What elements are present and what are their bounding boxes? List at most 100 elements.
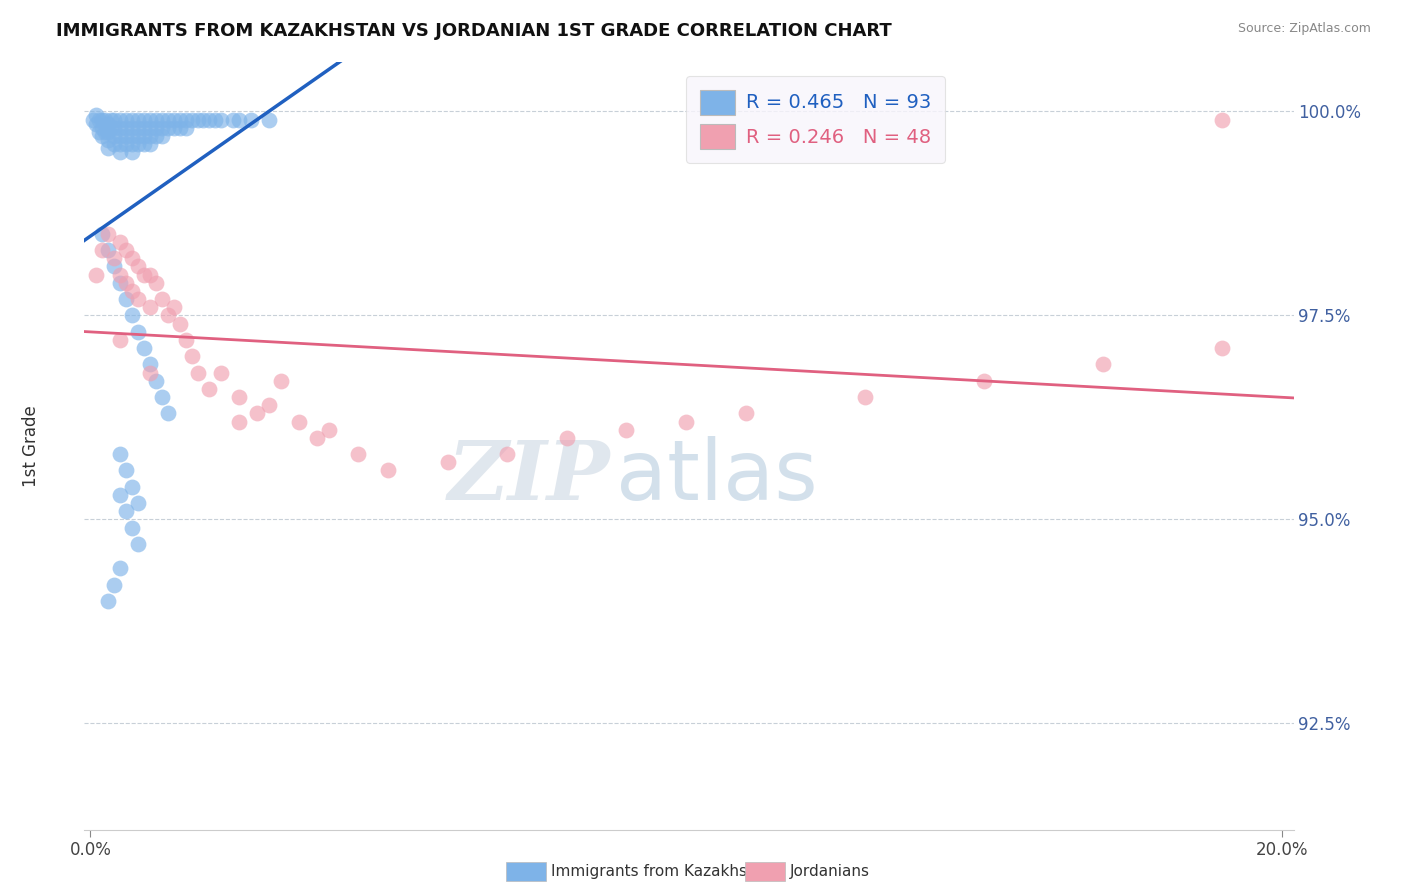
Point	[121, 136, 143, 151]
Point	[121, 480, 143, 494]
Point	[145, 120, 167, 135]
Point	[257, 398, 280, 412]
Point	[675, 415, 697, 429]
Point	[180, 112, 202, 127]
Point	[121, 520, 143, 534]
Point	[127, 112, 149, 127]
Point	[103, 578, 125, 592]
Point	[115, 112, 138, 127]
Point	[169, 112, 191, 127]
Point	[174, 112, 197, 127]
Point	[108, 268, 131, 282]
Point	[204, 112, 226, 127]
Point	[127, 260, 149, 274]
Point	[139, 300, 162, 314]
Point	[115, 136, 138, 151]
Text: atlas: atlas	[616, 436, 818, 517]
Point	[150, 120, 173, 135]
Point	[156, 406, 179, 420]
Text: Jordanians: Jordanians	[790, 864, 870, 879]
Point	[139, 112, 162, 127]
Point	[97, 133, 120, 147]
Point	[97, 125, 120, 139]
Point	[108, 235, 131, 249]
Point	[108, 136, 131, 151]
Point	[318, 423, 340, 437]
Point	[132, 136, 155, 151]
Point	[84, 117, 107, 131]
Point	[377, 463, 399, 477]
Point	[496, 447, 519, 461]
Point	[1211, 112, 1233, 127]
Point	[91, 120, 114, 135]
Point	[186, 366, 208, 380]
Point	[91, 128, 114, 143]
Point	[121, 284, 143, 298]
Point	[139, 358, 162, 372]
Point	[257, 112, 280, 127]
Point	[97, 141, 120, 155]
Point	[139, 128, 162, 143]
Point	[347, 447, 370, 461]
Point	[163, 112, 186, 127]
Point	[973, 374, 995, 388]
Text: Immigrants from Kazakhstan: Immigrants from Kazakhstan	[551, 864, 772, 879]
Point	[127, 325, 149, 339]
Point	[127, 128, 149, 143]
Point	[734, 406, 756, 420]
Point	[103, 128, 125, 143]
Point	[240, 112, 263, 127]
Point	[127, 496, 149, 510]
Point	[209, 112, 232, 127]
Point	[115, 463, 138, 477]
Point	[186, 112, 208, 127]
Text: 1st Grade: 1st Grade	[22, 405, 39, 487]
Point	[103, 252, 125, 266]
Point	[84, 268, 107, 282]
Point	[193, 112, 215, 127]
Point	[150, 390, 173, 404]
Point	[115, 128, 138, 143]
Point	[209, 366, 232, 380]
Point	[1211, 341, 1233, 355]
Point	[103, 112, 125, 127]
Point	[108, 276, 131, 290]
Point	[145, 112, 167, 127]
Point	[115, 292, 138, 306]
Point	[169, 317, 191, 331]
Point	[103, 120, 125, 135]
Point	[121, 128, 143, 143]
Point	[108, 112, 131, 127]
Point	[228, 390, 250, 404]
Point	[198, 382, 221, 396]
Point	[108, 447, 131, 461]
Point	[150, 112, 173, 127]
Point	[108, 145, 131, 160]
Point	[145, 128, 167, 143]
Point	[100, 120, 122, 135]
Point	[121, 145, 143, 160]
Point	[97, 227, 120, 241]
Point	[156, 309, 179, 323]
Point	[97, 594, 120, 608]
Point	[91, 112, 114, 127]
Point	[228, 415, 250, 429]
Point	[100, 112, 122, 127]
Point	[127, 537, 149, 551]
Legend: R = 0.465   N = 93, R = 0.246   N = 48: R = 0.465 N = 93, R = 0.246 N = 48	[686, 76, 945, 163]
Point	[115, 243, 138, 257]
Point	[97, 117, 120, 131]
Point	[115, 276, 138, 290]
Point	[156, 120, 179, 135]
Point	[91, 227, 114, 241]
Text: Source: ZipAtlas.com: Source: ZipAtlas.com	[1237, 22, 1371, 36]
Point	[121, 112, 143, 127]
Point	[853, 390, 876, 404]
Point	[139, 366, 162, 380]
Point	[121, 309, 143, 323]
Point	[174, 333, 197, 347]
Point	[82, 112, 104, 127]
Point	[139, 120, 162, 135]
Point	[121, 120, 143, 135]
Point	[139, 136, 162, 151]
